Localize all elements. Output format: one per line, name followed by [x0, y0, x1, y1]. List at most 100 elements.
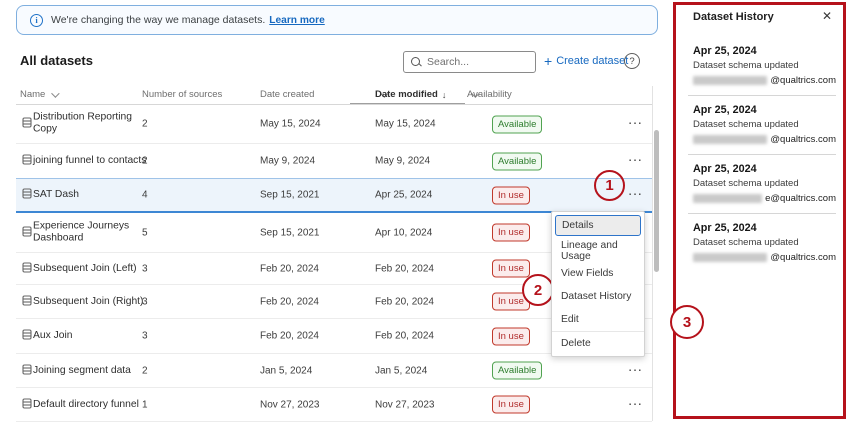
column-header-sources[interactable]: Number of sources — [142, 89, 223, 100]
history-entries: Apr 25, 2024 Dataset schema updated @qua… — [688, 37, 836, 272]
column-header-name[interactable]: Name — [20, 88, 61, 100]
row-actions-button[interactable]: ··· — [628, 399, 644, 410]
date-modified: May 9, 2024 — [375, 155, 431, 167]
create-dataset-button[interactable]: + Create dataset — [544, 54, 628, 68]
history-entry: Apr 25, 2024 Dataset schema updated @qua… — [688, 214, 836, 272]
row-actions-button[interactable]: ··· — [628, 189, 644, 201]
notice-banner: i We're changing the way we manage datas… — [16, 5, 658, 35]
row-actions-button[interactable]: ··· — [628, 365, 644, 376]
page-title: All datasets — [20, 53, 93, 68]
row-actions-button[interactable]: ··· — [628, 118, 644, 130]
availability-badge: Available — [492, 152, 543, 170]
availability-badge: Available — [492, 361, 543, 380]
date-created: Sep 15, 2021 — [260, 189, 320, 201]
sources-count: 3 — [142, 296, 148, 307]
history-action: Dataset schema updated — [693, 237, 799, 248]
history-action: Dataset schema updated — [693, 60, 799, 71]
search-icon — [411, 57, 421, 67]
table-header: Name Number of sources Date created Date… — [16, 86, 652, 104]
date-modified: Nov 27, 2023 — [375, 399, 435, 410]
menu-item[interactable]: Lineage and Usage — [561, 239, 618, 262]
table-row[interactable]: Experience Journeys Dashboard 5 Sep 15, … — [16, 213, 652, 253]
row-actions-menu: Details Lineage and Usage View Fields Da… — [551, 211, 645, 357]
dataset-icon — [22, 329, 32, 343]
dataset-name: Distribution Reporting Copy — [33, 111, 133, 135]
datasets-table: Distribution Reporting Copy 2 May 15, 20… — [16, 105, 652, 422]
date-modified: Jan 5, 2024 — [375, 365, 428, 376]
redacted-email — [693, 253, 768, 262]
column-header-availability[interactable]: Availability — [467, 89, 512, 100]
dataset-name: Aux Join — [33, 329, 73, 341]
date-modified: Apr 10, 2024 — [375, 227, 433, 238]
table-row[interactable]: Distribution Reporting Copy 2 May 15, 20… — [16, 105, 652, 144]
history-user-email: e@qualtrics.com — [693, 193, 836, 204]
history-user-email: @qualtrics.com — [693, 134, 836, 145]
table-row[interactable]: Joining segment data 2 Jan 5, 2024 Jan 5… — [16, 354, 652, 388]
sources-count: 4 — [142, 189, 148, 201]
history-date: Apr 25, 2024 — [693, 104, 757, 116]
table-row[interactable]: Default directory funnel 1 Nov 27, 2023 … — [16, 388, 652, 422]
panel-title: Dataset History — [693, 11, 774, 23]
dataset-icon — [22, 294, 32, 309]
sort-descending-icon: ↓ — [441, 89, 447, 100]
dataset-icon — [22, 363, 32, 378]
history-action: Dataset schema updated — [693, 119, 799, 130]
date-created: Feb 20, 2024 — [260, 263, 319, 274]
history-user-email: @qualtrics.com — [693, 252, 836, 263]
row-actions-button[interactable]: ··· — [628, 155, 644, 167]
dataset-icon — [22, 261, 32, 276]
learn-more-link[interactable]: Learn more — [269, 14, 325, 26]
availability-badge: In use — [492, 327, 530, 345]
date-modified: Apr 25, 2024 — [375, 189, 433, 201]
menu-item[interactable]: View Fields — [561, 268, 614, 279]
chevron-down-icon[interactable] — [51, 88, 61, 98]
dataset-icon — [22, 397, 32, 412]
vertical-scrollbar[interactable] — [654, 130, 659, 272]
date-modified: Feb 20, 2024 — [375, 263, 434, 274]
redacted-email — [693, 76, 768, 85]
search-placeholder: Search... — [427, 56, 470, 68]
dataset-icon — [22, 188, 32, 202]
availability-badge: In use — [492, 395, 530, 414]
table-row[interactable]: Aux Join 3 Feb 20, 2024 Feb 20, 2024 In … — [16, 319, 652, 354]
history-entry: Apr 25, 2024 Dataset schema updated @qua… — [688, 37, 836, 96]
dataset-name: Subsequent Join (Left) — [33, 262, 137, 274]
availability-badge: In use — [492, 259, 530, 278]
table-row[interactable]: SAT Dash 4 Sep 15, 2021 Apr 25, 2024 In … — [16, 178, 652, 213]
date-created: Jan 5, 2024 — [260, 365, 313, 376]
sources-count: 2 — [142, 365, 148, 376]
availability-badge: In use — [492, 223, 530, 242]
table-row[interactable]: joining funnel to contacts 2 May 9, 2024… — [16, 144, 652, 178]
date-modified: May 15, 2024 — [375, 118, 436, 130]
column-header-date-created[interactable]: Date created — [260, 88, 390, 100]
menu-item[interactable]: Dataset History — [561, 291, 632, 302]
history-entry: Apr 25, 2024 Dataset schema updated @qua… — [688, 96, 836, 155]
annotation-circle-1: 1 — [594, 170, 625, 201]
date-created: Nov 27, 2023 — [260, 399, 320, 410]
sources-count: 5 — [142, 227, 148, 238]
table-right-border — [652, 86, 653, 421]
history-action: Dataset schema updated — [693, 178, 799, 189]
history-date: Apr 25, 2024 — [693, 222, 757, 234]
history-date: Apr 25, 2024 — [693, 45, 757, 57]
dataset-icon — [22, 117, 32, 131]
sources-count: 2 — [142, 155, 148, 167]
dataset-name: Subsequent Join (Right) — [33, 295, 144, 307]
dataset-name: Default directory funnel — [33, 398, 139, 410]
availability-badge: In use — [492, 186, 530, 204]
close-icon[interactable]: ✕ — [821, 9, 832, 23]
menu-item[interactable]: Details — [555, 215, 641, 236]
column-header-date-modified[interactable]: Date modified ↓ — [375, 88, 480, 100]
date-modified: Feb 20, 2024 — [375, 296, 434, 307]
menu-item[interactable]: Delete — [552, 331, 644, 354]
redacted-email — [693, 135, 768, 144]
help-button[interactable]: ? — [624, 53, 640, 69]
date-created: May 15, 2024 — [260, 118, 321, 130]
annotation-circle-2: 2 — [522, 274, 554, 306]
table-header-divider — [16, 104, 652, 105]
menu-item[interactable]: Edit — [561, 314, 579, 325]
email-suffix: e@qualtrics.com — [765, 193, 836, 204]
search-input[interactable]: Search... — [403, 51, 536, 73]
date-modified: Feb 20, 2024 — [375, 330, 434, 342]
